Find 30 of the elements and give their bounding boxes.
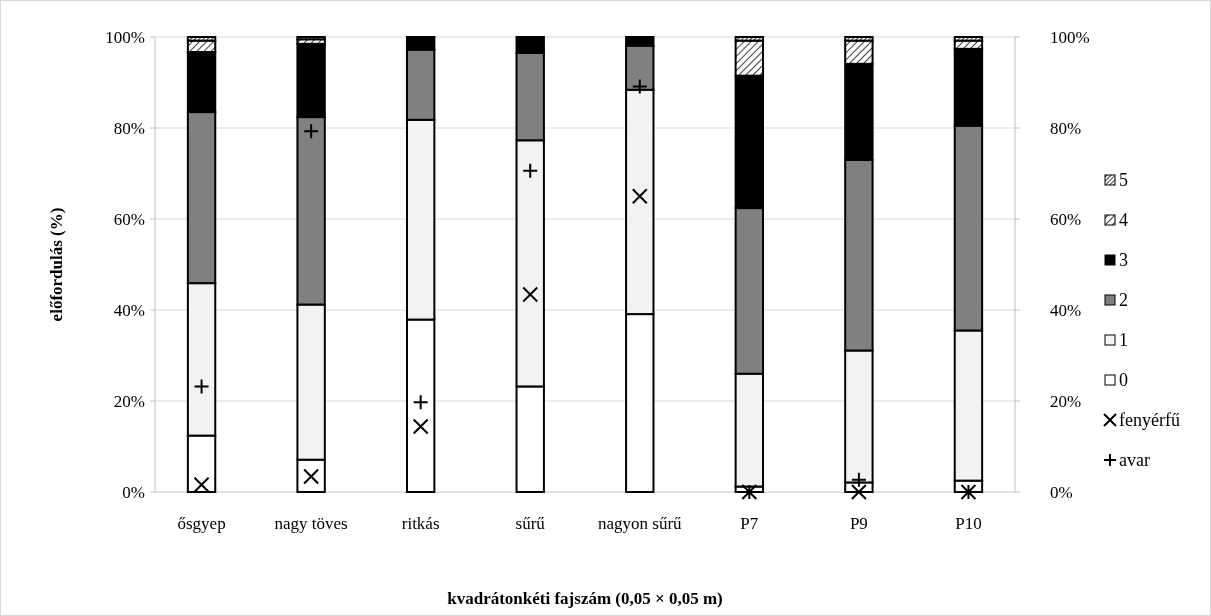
legend-label: 5 bbox=[1119, 170, 1128, 191]
y-tick-label: 100% bbox=[105, 27, 145, 47]
legend-label: 0 bbox=[1119, 370, 1128, 391]
y-tick-label: 60% bbox=[113, 209, 145, 229]
y-tick-label: 0% bbox=[122, 482, 145, 502]
x-tick-label: nagyon sűrű bbox=[597, 514, 683, 533]
y2-tick-label: 40% bbox=[1050, 300, 1082, 320]
y-tick-label: 80% bbox=[113, 118, 145, 138]
y2-tick-label: 0% bbox=[1050, 482, 1073, 502]
x-tick-label: P7 bbox=[740, 514, 759, 533]
legend-label: 2 bbox=[1119, 290, 1128, 311]
x-tick-label: nagy töves bbox=[274, 514, 348, 533]
x-tick-label: ritkás bbox=[401, 514, 440, 533]
y2-tick-label: 80% bbox=[1050, 118, 1082, 138]
legend-label: fenyérfű bbox=[1119, 410, 1180, 431]
legend-label: avar bbox=[1119, 450, 1150, 471]
x-axis-title: kvadrátonkéti fajszám (0,05 × 0,05 m) bbox=[447, 589, 723, 608]
y2-tick-label: 20% bbox=[1050, 391, 1082, 411]
legend-label: 4 bbox=[1119, 210, 1128, 231]
y-tick-label: 20% bbox=[113, 391, 145, 411]
x-tick-label: P10 bbox=[955, 514, 982, 533]
y2-tick-label: 60% bbox=[1050, 209, 1082, 229]
x-tick-label: P9 bbox=[849, 514, 868, 533]
x-tick-label: sűrű bbox=[515, 514, 546, 533]
y-axis-title: előfordulás (%) bbox=[47, 207, 66, 322]
legend-label: 3 bbox=[1119, 250, 1128, 271]
x-tick-label: ősgyep bbox=[177, 514, 226, 533]
y2-tick-label: 100% bbox=[1050, 27, 1090, 47]
legend-label: 1 bbox=[1119, 330, 1128, 351]
y-tick-label: 40% bbox=[113, 300, 145, 320]
